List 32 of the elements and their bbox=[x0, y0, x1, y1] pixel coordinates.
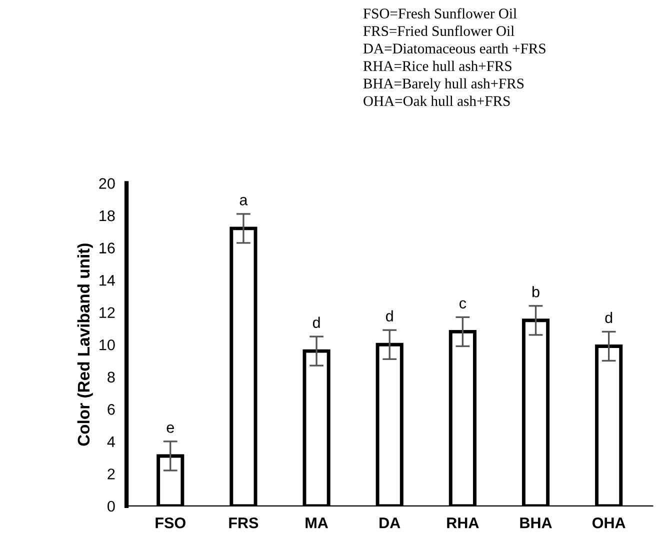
text: RHA=Rice hull ash+FRS bbox=[363, 60, 512, 71]
y-tick-label: 14 bbox=[100, 275, 115, 286]
y-tick-label: 8 bbox=[108, 372, 115, 383]
annotation: c bbox=[460, 300, 466, 309]
y-tick-label: 0 bbox=[108, 500, 115, 512]
y-axis-title: Color (Red Laviband unit) bbox=[77, 244, 93, 446]
y-tick-label: 6 bbox=[108, 404, 115, 415]
text: BHA=Barely hull ash+FRS bbox=[363, 78, 524, 92]
y-tick-label: 18 bbox=[100, 210, 115, 222]
y-tick-label: 20 bbox=[99, 178, 115, 189]
x-tick-label: OHA bbox=[592, 517, 626, 528]
x-tick-label: BHA bbox=[520, 518, 552, 528]
annotation: d bbox=[386, 310, 393, 322]
x-tick-label: FSO bbox=[156, 517, 186, 528]
y-tick-label: 4 bbox=[107, 436, 115, 447]
text: DA=Diatomaceous earth +FRS bbox=[363, 43, 546, 54]
annotation: d bbox=[605, 312, 612, 324]
annotation: d bbox=[312, 316, 320, 328]
x-tick-label: MA bbox=[306, 518, 328, 528]
y-tick-label: 2 bbox=[108, 468, 115, 480]
x-tick-label: FRS bbox=[229, 517, 258, 528]
text: OHA=Oak hull ash+FRS bbox=[364, 96, 510, 106]
x-tick-label: DA bbox=[380, 518, 400, 528]
text: FSO=Fresh Sunflower Oil bbox=[363, 8, 517, 18]
text: FRS=Fried Sunflower Oil bbox=[363, 26, 514, 36]
x-tick-label: RHA bbox=[447, 518, 479, 528]
y-tick-label: 12 bbox=[100, 307, 115, 318]
annotation: e bbox=[166, 424, 174, 433]
annotation: a bbox=[240, 196, 248, 206]
annotation: b bbox=[532, 286, 540, 298]
y-tick-label: 10 bbox=[100, 339, 115, 350]
y-tick-label: 16 bbox=[100, 242, 115, 254]
